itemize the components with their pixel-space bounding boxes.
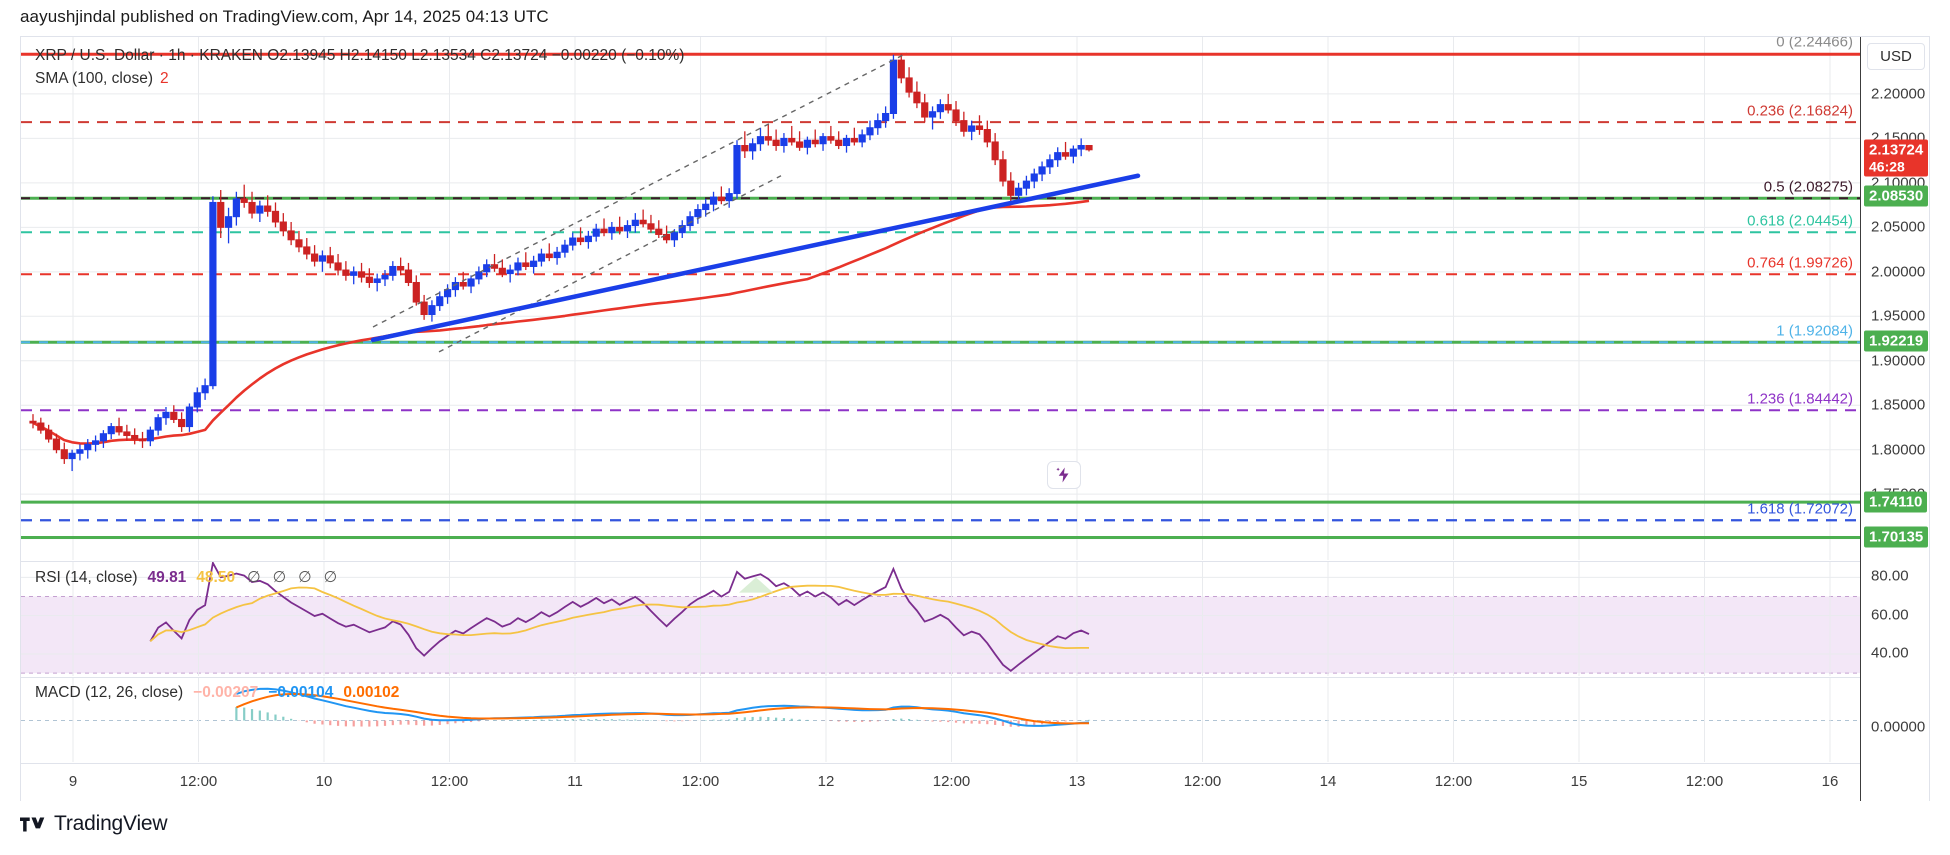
price-axis-tick-8: 1.80000: [1871, 441, 1926, 459]
rsi-chart-canvas: [21, 562, 1861, 676]
rsi-axis-tick-2: 40.00: [1871, 644, 1909, 662]
time-axis-tick-2: 10: [315, 773, 333, 790]
price-axis-tick-6: 1.90000: [1871, 352, 1926, 370]
price-axis-tick-3: 2.05000: [1871, 218, 1926, 236]
time-axis-tick-12: 15: [1570, 773, 1588, 790]
rsi-zero-2: ∅: [272, 569, 287, 586]
price-badge-value-3: 1.74110: [1869, 493, 1923, 511]
currency-pill[interactable]: USD: [1867, 43, 1925, 70]
time-axis-tick-8: 13: [1068, 773, 1086, 790]
price-badge-value-4: 1.70135: [1869, 528, 1924, 546]
price-chart-canvas: [21, 37, 1861, 560]
rsi-axis-tick-0: 80.00: [1871, 567, 1909, 585]
time-axis-tick-0: 9: [68, 773, 78, 790]
publisher-line: aayushjindal published on TradingView.co…: [20, 7, 549, 26]
fib-label-2: 0.5 (2.08275): [1763, 178, 1853, 196]
price-badge-3[interactable]: 1.74110: [1864, 491, 1928, 513]
price-badge-4[interactable]: 1.70135: [1864, 526, 1929, 548]
lightning-bolt-icon: [1056, 467, 1069, 483]
sma-legend-title: SMA (100, close): [35, 70, 154, 87]
symbol-legend[interactable]: XRP / U.S. Dollar · 1h · KRAKEN O2.13945…: [35, 47, 685, 64]
tradingview-wordmark: TradingView: [54, 812, 168, 835]
price-axis[interactable]: USD 2.200002.150002.100002.050002.000001…: [1860, 37, 1929, 801]
time-axis[interactable]: 9 12:00 10 12:00 11 12:00 12 12:00 13 12:00 14 12:0…: [21, 763, 1861, 801]
fib-label-7: 1.618 (1.72072): [1747, 500, 1853, 518]
sma-legend[interactable]: SMA (100, close) 2: [35, 70, 169, 88]
time-axis-tick-5: 12:00: [681, 773, 720, 790]
time-axis-tick-4: 11: [567, 773, 583, 790]
fib-label-4: 0.764 (1.99726): [1747, 254, 1853, 272]
time-axis-tick-13: 12:00: [1685, 773, 1724, 790]
macd-legend[interactable]: MACD (12, 26, close) −0.00207 −0.00104 0.00…: [35, 684, 399, 702]
time-axis-tick-3: 12:00: [430, 773, 469, 790]
rsi-pane[interactable]: RSI (14, close) 49.81 48.50 ∅ ∅ ∅ ∅: [21, 561, 1861, 676]
price-axis-tick-0: 2.20000: [1871, 85, 1926, 103]
macd-axis-tick-0: 0.00000: [1871, 718, 1926, 736]
time-axis-tick-14: 16: [1821, 773, 1839, 790]
tradingview-logo-icon: [20, 817, 45, 831]
fib-label-6: 1.236 (1.84442): [1747, 390, 1853, 408]
rsi-zero-3: ∅: [298, 569, 312, 586]
time-axis-tick-9: 12:00: [1183, 773, 1222, 790]
alert-marker-chip[interactable]: [1047, 461, 1081, 489]
rsi-zero-4: ∅: [323, 569, 338, 586]
rsi-legend-title: RSI (14, close): [35, 569, 138, 586]
macd-line-value: −0.00104: [268, 684, 334, 701]
time-axis-tick-10: 14: [1319, 773, 1337, 790]
sma-legend-value: 2: [160, 70, 169, 87]
time-axis-tick-11: 12:00: [1434, 773, 1473, 790]
rsi-axis-tick-1: 60.00: [1871, 606, 1909, 624]
fib-label-5: 1 (1.92084): [1776, 322, 1853, 340]
price-badge-2[interactable]: 1.92219: [1864, 330, 1929, 352]
macd-pane[interactable]: MACD (12, 26, close) −0.00207 −0.00104 0.00…: [21, 677, 1861, 762]
price-axis-tick-4: 2.00000: [1871, 263, 1926, 281]
fib-label-3: 0.618 (2.04454): [1747, 212, 1853, 230]
macd-legend-title: MACD (12, 26, close): [35, 684, 184, 701]
time-axis-tick-6: 12: [817, 773, 835, 790]
time-axis-tick-1: 12:00: [179, 773, 218, 790]
price-badge-value-0: 2.13724: [1869, 141, 1924, 159]
fib-label-0: 0 (2.24466): [1776, 37, 1853, 51]
rsi-ma-value: 48.50: [196, 569, 236, 586]
time-axis-tick-7: 12:00: [932, 773, 971, 790]
price-axis-tick-7: 1.85000: [1871, 396, 1926, 414]
price-pane[interactable]: XRP / U.S. Dollar · 1h · KRAKEN O2.13945…: [21, 37, 1861, 560]
price-badge-1[interactable]: 2.08530: [1864, 185, 1929, 207]
rsi-zero-1: ∅: [247, 569, 261, 586]
price-badge-0[interactable]: 2.13724 46:28: [1864, 139, 1929, 177]
fib-label-1: 0.236 (2.16824): [1747, 102, 1853, 120]
rsi-legend[interactable]: RSI (14, close) 49.81 48.50 ∅ ∅ ∅ ∅: [35, 568, 337, 587]
macd-signal-value: 0.00102: [343, 684, 400, 701]
rsi-value: 49.81: [147, 569, 187, 586]
price-badge-value-1: 2.08530: [1869, 187, 1924, 205]
price-badge-value-2: 1.92219: [1869, 332, 1924, 350]
price-axis-tick-5: 1.95000: [1871, 307, 1926, 325]
footer-brand: TradingView: [20, 812, 168, 836]
price-badge-countdown: 46:28: [1869, 158, 1905, 175]
macd-chart-canvas: [21, 678, 1861, 762]
chart-frame: XRP / U.S. Dollar · 1h · KRAKEN O2.13945…: [20, 36, 1930, 801]
macd-histogram-value: −0.00207: [193, 684, 259, 701]
